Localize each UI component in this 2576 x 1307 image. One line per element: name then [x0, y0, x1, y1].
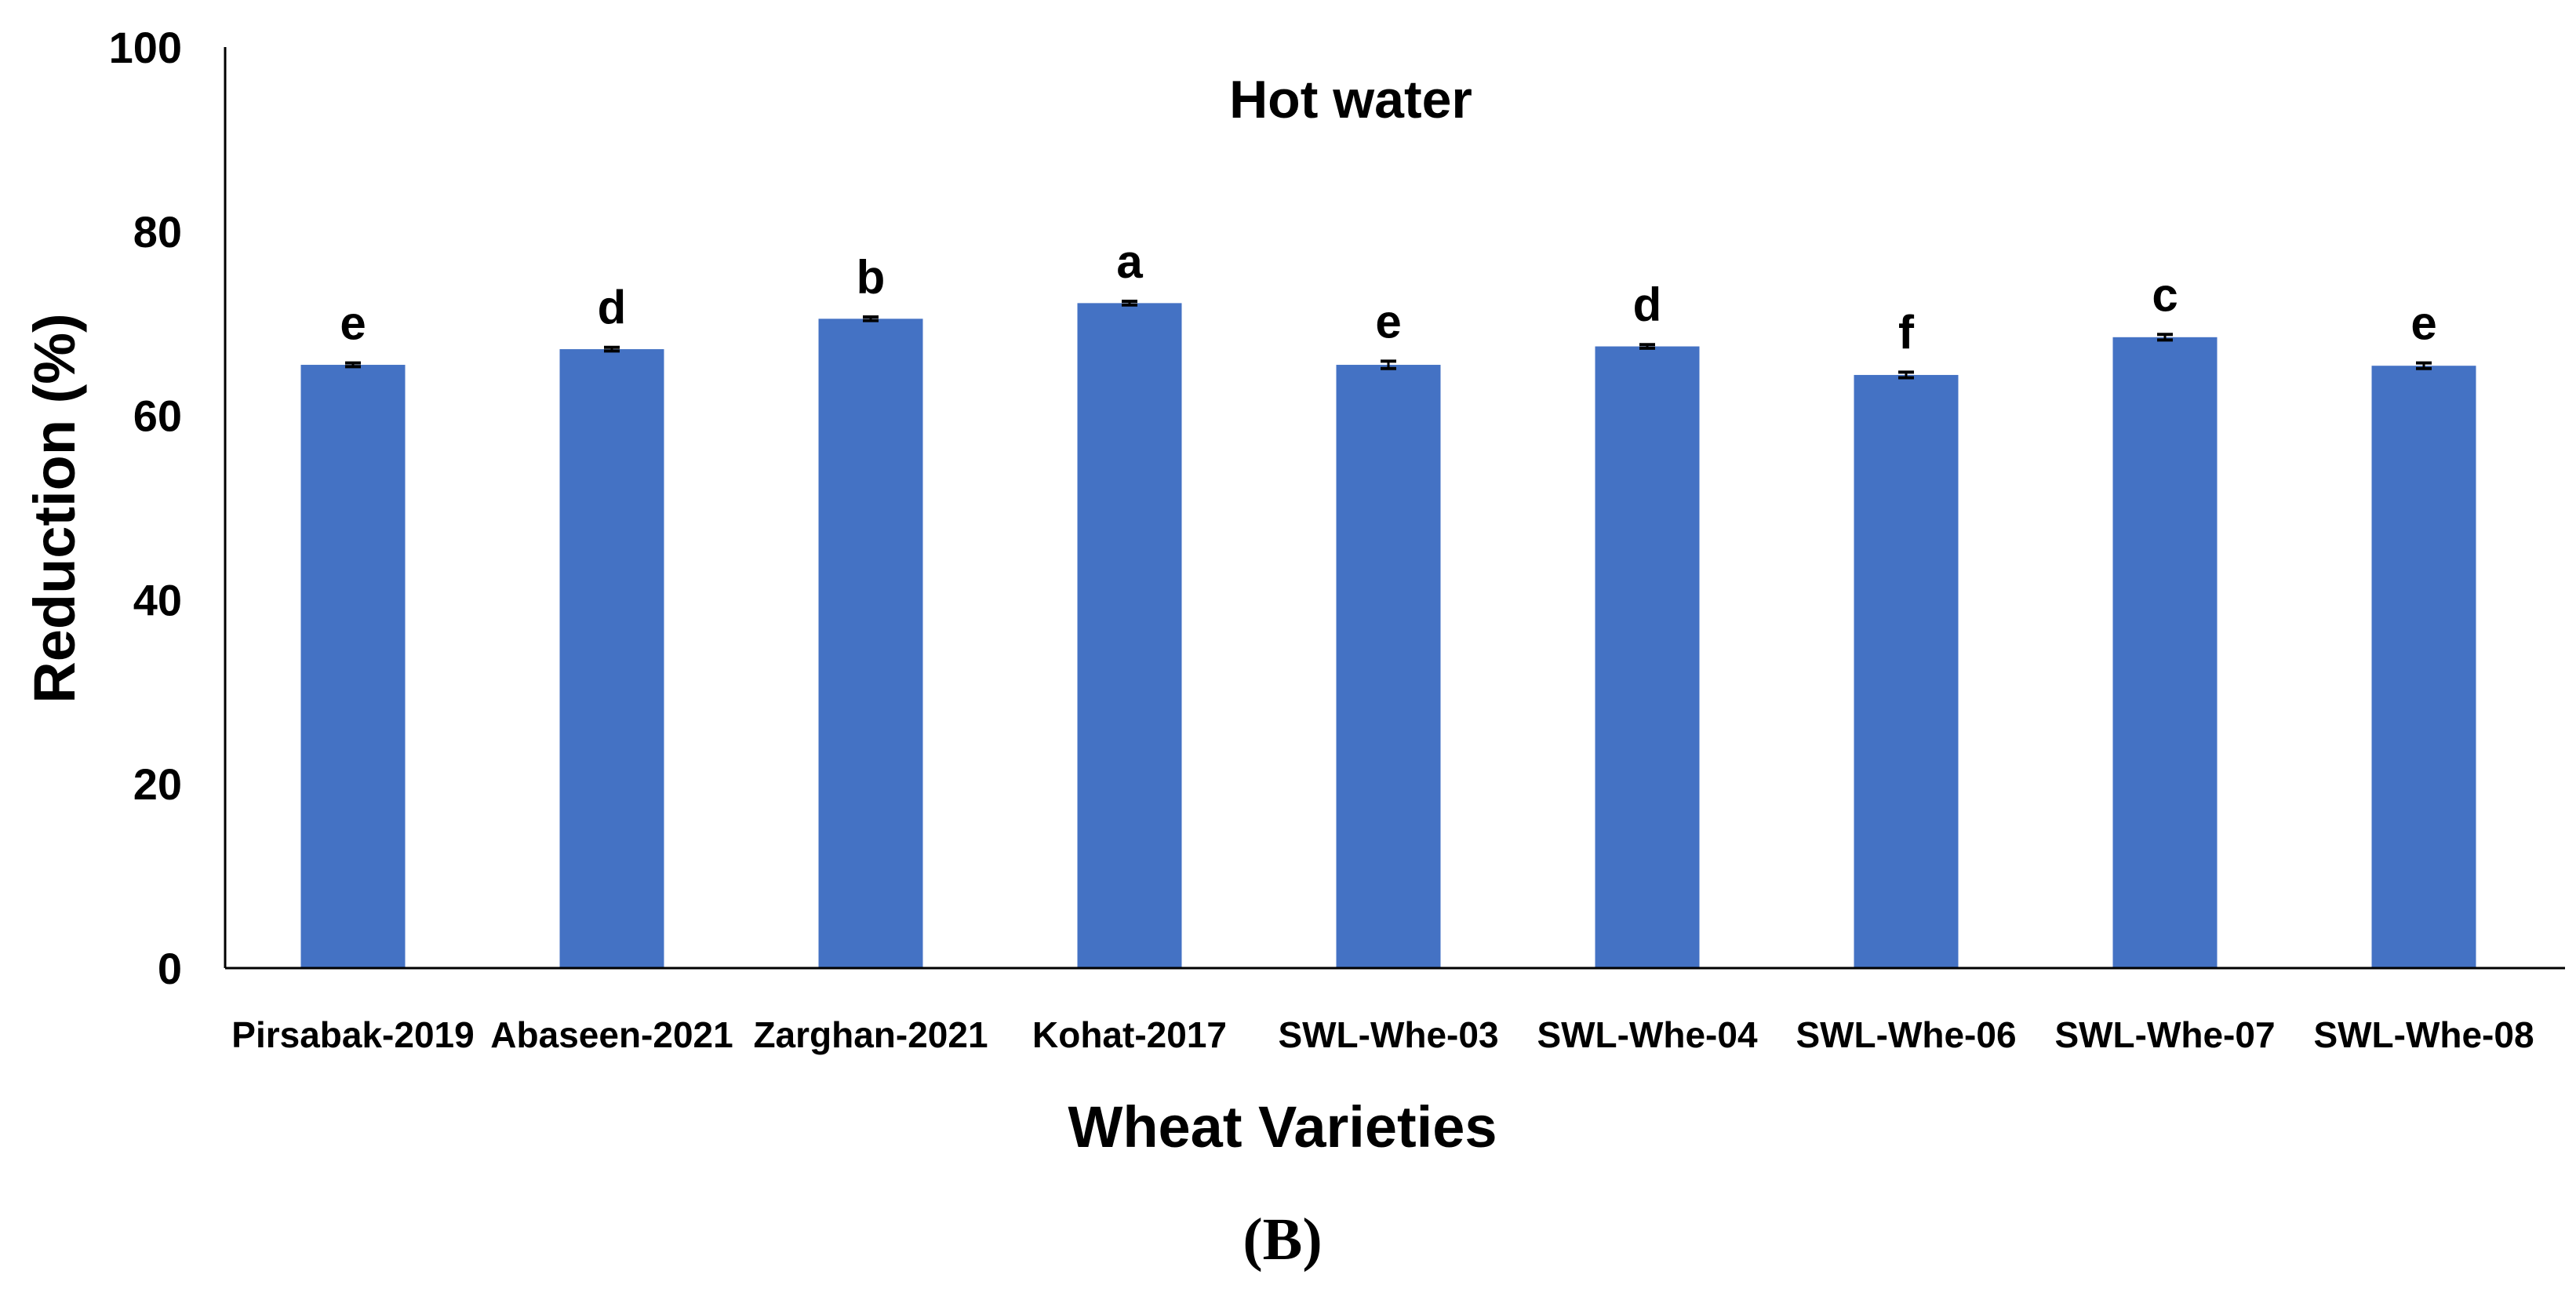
significance-letter: b: [857, 251, 886, 304]
significance-letter: e: [1375, 295, 1401, 348]
y-tick-label: 20: [133, 759, 182, 809]
plot-area: e d b a e d f c e: [300, 235, 2476, 969]
y-tick-labels: 0 20 40 60 80 100: [109, 23, 182, 993]
x-tick-label: SWL-Whe-07: [2054, 1014, 2275, 1055]
x-tick-label: Zarghan-2021: [753, 1014, 988, 1055]
bar: [1854, 374, 1959, 969]
significance-letter: d: [598, 282, 627, 334]
bar: [2371, 366, 2476, 969]
error-bars-layer: [345, 300, 2432, 380]
significance-letter: e: [2410, 297, 2436, 350]
x-tick-labels: Pirsabak-2019 Abaseen-2021 Zarghan-2021 Koh…: [231, 1014, 2534, 1055]
bar: [1077, 303, 1182, 968]
bar: [1595, 346, 1700, 968]
x-tick-label: Abaseen-2021: [490, 1014, 733, 1055]
bar: [300, 365, 406, 968]
x-tick-label: SWL-Whe-04: [1537, 1014, 1758, 1055]
significance-letter: f: [1898, 306, 1915, 359]
x-tick-label: SWL-Whe-08: [2313, 1014, 2534, 1055]
chart-title: Hot water: [1229, 70, 1472, 129]
y-tick-label: 80: [133, 207, 182, 257]
x-tick-label: SWL-Whe-06: [1796, 1014, 2016, 1055]
significance-letters-layer: e d b a e d f c e: [340, 235, 2436, 359]
significance-letter: e: [340, 297, 366, 350]
bars-layer: [300, 303, 2476, 969]
bar: [818, 319, 923, 969]
significance-letter: c: [2152, 268, 2178, 321]
y-tick-label: 0: [158, 944, 182, 993]
bar: [2112, 337, 2218, 968]
x-axis-title: Wheat Varieties: [1068, 1094, 1497, 1160]
x-tick-label: Kohat-2017: [1032, 1014, 1227, 1055]
x-tick-label: Pirsabak-2019: [231, 1014, 474, 1055]
bar: [1336, 365, 1441, 968]
x-tick-label: SWL-Whe-03: [1278, 1014, 1498, 1055]
y-axis-title: Reduction (%): [22, 313, 87, 703]
significance-letter: d: [1633, 279, 1662, 331]
y-tick-label: 40: [133, 575, 182, 624]
significance-letter: a: [1116, 235, 1143, 288]
y-tick-label: 100: [109, 23, 182, 72]
panel-label: (B): [1243, 1207, 1322, 1272]
y-tick-label: 60: [133, 391, 182, 441]
bar: [559, 349, 664, 968]
